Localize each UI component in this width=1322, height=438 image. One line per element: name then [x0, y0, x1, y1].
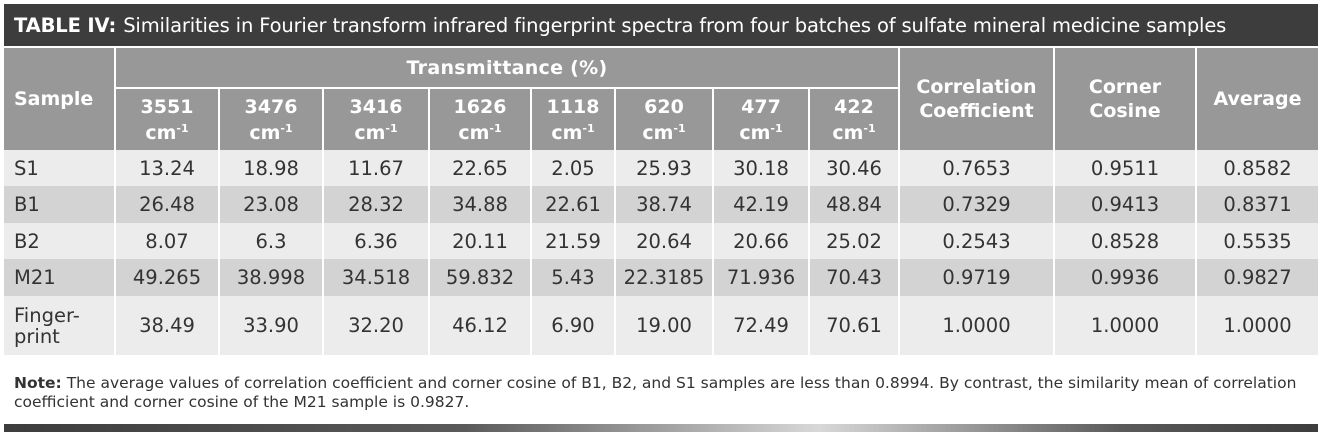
table-row: M21 49.265 38.998 34.518 59.832 5.43 22.… — [4, 259, 1318, 296]
table-row: B1 26.48 23.08 28.32 34.88 22.61 38.74 4… — [4, 186, 1318, 223]
correlation-cell: 0.7329 — [900, 186, 1055, 223]
correlation-header-line1: Correlation — [916, 76, 1037, 98]
wavenumber-header: 3551 cm-1 — [116, 89, 220, 150]
value-cell: 72.49 — [714, 296, 810, 355]
value-cell: 8.07 — [116, 223, 220, 259]
value-cell: 71.936 — [714, 259, 810, 296]
correlation-cell: 1.0000 — [900, 296, 1055, 355]
sample-cell-line2: print — [14, 324, 60, 348]
value-cell: 20.11 — [430, 223, 532, 259]
wavenumber-header: 1118 cm-1 — [532, 89, 616, 150]
value-cell: 23.08 — [220, 186, 324, 223]
sample-cell: B1 — [4, 186, 116, 223]
table-row: Finger- print 38.49 33.90 32.20 46.12 6.… — [4, 296, 1318, 355]
value-cell: 20.64 — [616, 223, 714, 259]
sample-cell: S1 — [4, 150, 116, 186]
value-cell: 70.43 — [810, 259, 900, 296]
value-cell: 22.3185 — [616, 259, 714, 296]
value-cell: 38.74 — [616, 186, 714, 223]
corner-cell: 1.0000 — [1055, 296, 1197, 355]
average-header: Average — [1197, 48, 1318, 150]
table-note: Note: The average values of correlation … — [14, 374, 1314, 412]
table-title: TABLE IV: Similarities in Fourier transf… — [4, 4, 1318, 46]
bottom-rule — [4, 424, 1318, 432]
value-cell: 48.84 — [810, 186, 900, 223]
corner-header: Corner Cosine — [1055, 48, 1197, 150]
value-cell: 26.48 — [116, 186, 220, 223]
average-cell: 0.8582 — [1197, 150, 1318, 186]
average-cell: 0.5535 — [1197, 223, 1318, 259]
corner-header-line1: Corner — [1088, 76, 1162, 98]
value-cell: 34.518 — [324, 259, 430, 296]
value-cell: 30.46 — [810, 150, 900, 186]
value-cell: 6.3 — [220, 223, 324, 259]
value-cell: 33.90 — [220, 296, 324, 355]
value-cell: 42.19 — [714, 186, 810, 223]
value-cell: 20.66 — [714, 223, 810, 259]
value-cell: 13.24 — [116, 150, 220, 186]
corner-cell: 0.9413 — [1055, 186, 1197, 223]
value-cell: 34.88 — [430, 186, 532, 223]
wavenumber-header: 620 cm-1 — [616, 89, 714, 150]
correlation-cell: 0.2543 — [900, 223, 1055, 259]
value-cell: 6.90 — [532, 296, 616, 355]
value-cell: 25.02 — [810, 223, 900, 259]
value-cell: 70.61 — [810, 296, 900, 355]
value-cell: 21.59 — [532, 223, 616, 259]
correlation-cell: 0.7653 — [900, 150, 1055, 186]
correlation-cell: 0.9719 — [900, 259, 1055, 296]
value-cell: 11.67 — [324, 150, 430, 186]
value-cell: 22.61 — [532, 186, 616, 223]
wavenumber-header: 3476 cm-1 — [220, 89, 324, 150]
value-cell: 2.05 — [532, 150, 616, 186]
table-label: TABLE IV: — [14, 13, 117, 37]
value-cell: 19.00 — [616, 296, 714, 355]
sample-cell: M21 — [4, 259, 116, 296]
sample-cell: Finger- print — [4, 296, 116, 355]
transmittance-header: Transmittance (%) — [116, 48, 900, 89]
corner-cell: 0.9936 — [1055, 259, 1197, 296]
correlation-header: Correlation Coefficient — [900, 48, 1055, 150]
value-cell: 32.20 — [324, 296, 430, 355]
sample-cell: B2 — [4, 223, 116, 259]
corner-header-line2: Cosine — [1089, 100, 1161, 122]
note-label: Note: — [14, 374, 62, 392]
value-cell: 22.65 — [430, 150, 532, 186]
sample-cell-line1: Finger- — [14, 303, 80, 327]
wavenumber-header: 477 cm-1 — [714, 89, 810, 150]
sample-header: Sample — [4, 48, 116, 150]
value-cell: 6.36 — [324, 223, 430, 259]
average-cell: 1.0000 — [1197, 296, 1318, 355]
value-cell: 38.49 — [116, 296, 220, 355]
value-cell: 30.18 — [714, 150, 810, 186]
value-cell: 59.832 — [430, 259, 532, 296]
corner-cell: 0.9511 — [1055, 150, 1197, 186]
value-cell: 5.43 — [532, 259, 616, 296]
value-cell: 28.32 — [324, 186, 430, 223]
corner-cell: 0.8528 — [1055, 223, 1197, 259]
table-row: B2 8.07 6.3 6.36 20.11 21.59 20.64 20.66… — [4, 223, 1318, 259]
table-row: S1 13.24 18.98 11.67 22.65 2.05 25.93 30… — [4, 150, 1318, 186]
wavenumber-header: 1626 cm-1 — [430, 89, 532, 150]
similarity-table: Sample Transmittance (%) Correlation Coe… — [4, 48, 1318, 355]
table-caption: Similarities in Fourier transform infrar… — [123, 13, 1227, 37]
value-cell: 46.12 — [430, 296, 532, 355]
average-cell: 0.9827 — [1197, 259, 1318, 296]
average-cell: 0.8371 — [1197, 186, 1318, 223]
value-cell: 49.265 — [116, 259, 220, 296]
correlation-header-line2: Coefficient — [919, 100, 1034, 122]
value-cell: 38.998 — [220, 259, 324, 296]
note-text: The average values of correlation coeffi… — [14, 374, 1297, 411]
value-cell: 18.98 — [220, 150, 324, 186]
wavenumber-header: 3416 cm-1 — [324, 89, 430, 150]
wavenumber-header: 422 cm-1 — [810, 89, 900, 150]
value-cell: 25.93 — [616, 150, 714, 186]
